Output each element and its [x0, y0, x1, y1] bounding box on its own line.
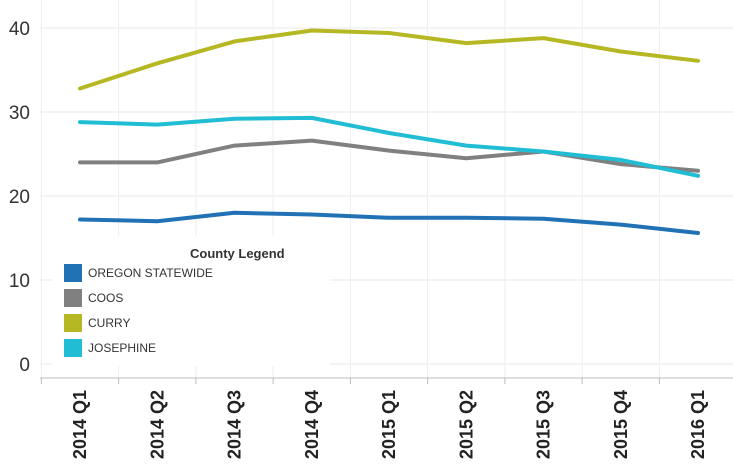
x-tick-label: 2016 Q1	[688, 390, 708, 459]
x-tick-label: 2015 Q2	[456, 390, 476, 459]
y-tick-label: 40	[9, 19, 30, 40]
legend-swatch[interactable]	[64, 339, 82, 357]
legend-label[interactable]: CURRY	[88, 316, 130, 330]
y-tick-label: 30	[9, 103, 30, 124]
legend-title: County Legend	[190, 246, 285, 261]
x-tick-label: 2014 Q4	[302, 390, 322, 459]
series-line-curry[interactable]	[78, 28, 700, 91]
y-tick-label: 0	[19, 355, 30, 376]
series-lines	[78, 28, 700, 235]
legend-label[interactable]: JOSEPHINE	[88, 341, 156, 355]
x-tick-label: 2015 Q3	[534, 390, 554, 459]
series-line-josephine[interactable]	[78, 115, 700, 178]
y-tick-label: 20	[9, 187, 30, 208]
x-tick-label: 2015 Q1	[379, 390, 399, 459]
y-tick-label: 10	[9, 271, 30, 292]
x-tick-label: 2014 Q2	[147, 390, 167, 459]
legend-swatch[interactable]	[64, 314, 82, 332]
legend-background	[52, 236, 330, 366]
axes: 0 10 20 30 40 2014 Q1 2014 Q2 2014 Q3 2014 Q4 201…	[9, 19, 733, 459]
grid	[40, 0, 733, 378]
x-tick-label: 2015 Q4	[611, 390, 631, 459]
legend-label[interactable]: COOS	[88, 291, 123, 305]
series-line-oregon-statewide[interactable]	[78, 210, 700, 235]
x-tick-label: 2014 Q1	[70, 390, 90, 459]
x-tick-label: 2014 Q3	[225, 390, 245, 459]
legend-label[interactable]: OREGON STATEWIDE	[88, 266, 213, 280]
series-line-coos[interactable]	[78, 138, 700, 173]
legend: County Legend OREGON STATEWIDE COOS CURRY J…	[52, 236, 330, 366]
legend-swatch[interactable]	[64, 289, 82, 307]
legend-swatch[interactable]	[64, 264, 82, 282]
